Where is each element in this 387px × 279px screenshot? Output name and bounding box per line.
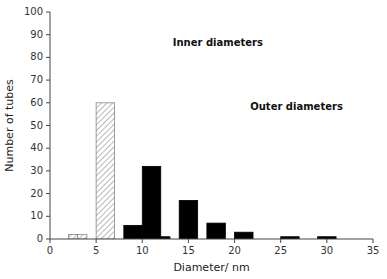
x-tick	[142, 239, 143, 243]
x-tick	[326, 239, 327, 243]
series-label: Inner diameters	[173, 37, 263, 48]
y-tick-label: 40	[30, 142, 43, 153]
x-tick-label: 35	[367, 245, 380, 256]
series-label: Outer diameters	[250, 101, 343, 112]
x-tick-label: 30	[320, 245, 333, 256]
bar	[124, 225, 142, 239]
y-tick-label: 90	[30, 29, 43, 40]
y-tick	[46, 216, 50, 217]
y-tick	[46, 170, 50, 171]
y-tick-label: 60	[30, 97, 43, 108]
y-tick-label: 20	[30, 188, 43, 199]
x-tick-label: 15	[182, 245, 195, 256]
x-axis-label: Diameter/ nm	[173, 261, 249, 274]
x-tick-label: 25	[274, 245, 287, 256]
bar	[235, 232, 253, 239]
x-tick	[96, 239, 97, 243]
bar	[96, 103, 114, 239]
y-tick-label: 10	[30, 210, 43, 221]
x-tick	[373, 239, 374, 243]
y-tick	[46, 34, 50, 35]
y-tick	[46, 148, 50, 149]
bar	[179, 200, 197, 239]
bar	[68, 234, 77, 239]
y-axis-line	[50, 12, 51, 239]
y-tick-label: 100	[24, 6, 43, 17]
y-tick-label: 80	[30, 51, 43, 62]
x-tick	[50, 239, 51, 243]
y-tick-label: 0	[37, 233, 43, 244]
chart: 0 10 20 30 40 50 60 70 80 90 100 0 5 10 15 20 25 30 35 Diam…	[0, 0, 387, 279]
bars	[68, 103, 336, 239]
x-axis: 0 5 10 15 20 25 30 35	[47, 239, 380, 256]
x-axis-line	[50, 239, 373, 240]
y-tick	[46, 12, 50, 13]
bar	[207, 223, 225, 239]
y-tick-label: 70	[30, 74, 43, 85]
x-tick-label: 20	[228, 245, 241, 256]
x-tick-label: 10	[136, 245, 149, 256]
y-tick	[46, 80, 50, 81]
y-tick	[46, 125, 50, 126]
x-tick	[188, 239, 189, 243]
chart-container: 0 10 20 30 40 50 60 70 80 90 100 0 5 10 15 20 25 30 35 Diam…	[0, 0, 387, 279]
bar	[142, 166, 160, 239]
y-tick	[46, 193, 50, 194]
y-tick	[46, 57, 50, 58]
y-tick	[46, 239, 50, 240]
bar	[78, 234, 87, 239]
y-tick	[46, 102, 50, 103]
y-axis: 0 10 20 30 40 50 60 70 80 90 100	[24, 6, 50, 244]
y-tick-label: 50	[30, 120, 43, 131]
x-tick-label: 0	[47, 245, 53, 256]
x-tick	[280, 239, 281, 243]
y-axis-label: Number of tubes	[3, 79, 16, 172]
x-tick	[234, 239, 235, 243]
x-tick-label: 5	[93, 245, 99, 256]
y-tick-label: 30	[30, 165, 43, 176]
